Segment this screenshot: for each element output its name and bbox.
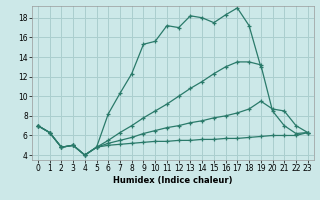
X-axis label: Humidex (Indice chaleur): Humidex (Indice chaleur) [113,176,233,185]
